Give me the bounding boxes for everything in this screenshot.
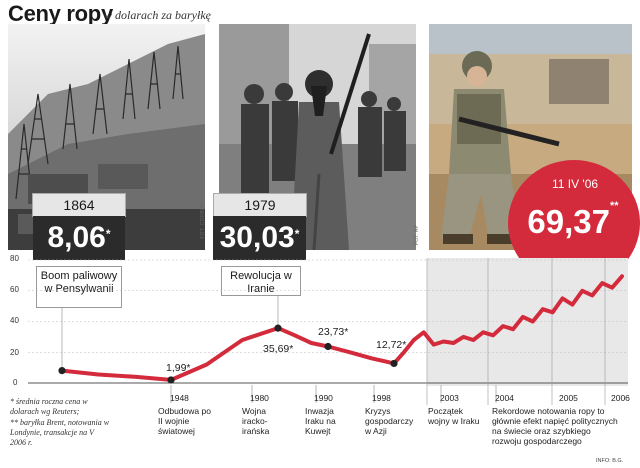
point-marker-1948 (167, 376, 175, 384)
y-tick-0: 0 (13, 378, 18, 387)
callout-1979-price: 30,03* (213, 216, 306, 260)
point-label-1990: 23,73* (318, 326, 349, 338)
event-1998: Kryzys gospodarczy w Azji (365, 406, 414, 436)
x-year-1980: 1980 (250, 393, 269, 403)
point-marker-1864 (58, 367, 66, 375)
highlight-price-value: 69,37 (527, 203, 611, 240)
callout-1864-price-mark: * (105, 227, 111, 241)
photo-credit-ap: FOT. AP (414, 225, 420, 246)
x-year-1948: 1948 (170, 393, 189, 403)
y-tick-40: 40 (10, 316, 19, 325)
x-year-1998: 1998 (372, 393, 391, 403)
footnote-reuters: * średnia roczna cena w dolarach wg Reut… (10, 397, 88, 416)
callout-1864-price: 8,06* (33, 216, 125, 260)
footnote-brent: ** baryłka Brent, notowania w Londynie, … (10, 418, 110, 447)
callout-1979-price-mark: * (294, 227, 300, 241)
highlight-price: 69,37** (508, 200, 638, 241)
x-year-2003: 2003 (440, 393, 459, 403)
highlight-date: 11 IV '06 (551, 177, 599, 191)
oil-price-chart (28, 258, 628, 405)
x-year-2006: 2006 (611, 393, 630, 403)
point-label-1980: 35,69* (263, 343, 294, 355)
page-title: Ceny ropy (8, 1, 113, 26)
event-1990: Inwazja Iraku na Kuwejt (305, 406, 336, 436)
photo-credit-corbis: FOT. CORBIS (200, 205, 206, 239)
x-year-2004: 2004 (495, 393, 514, 403)
x-year-1990: 1990 (314, 393, 333, 403)
callout-1979-price-value: 30,03 (219, 221, 295, 254)
y-tick-80: 80 (10, 254, 19, 263)
callout-1864-price-value: 8,06 (47, 221, 106, 254)
source-credit: INFO: B.G. (596, 458, 624, 464)
event-1948: Odbudowa po II wojnie światowej (158, 406, 211, 436)
point-marker-1980 (274, 324, 282, 332)
y-tick-20: 20 (10, 348, 19, 357)
callout-1864-year: 1864 (32, 193, 126, 217)
point-marker-1998 (390, 359, 398, 368)
point-label-1948: 1,99* (166, 362, 191, 374)
recent-years-panel (427, 258, 628, 386)
event-2004: Rekordowe notowania ropy to głównie efek… (492, 406, 618, 446)
price-series-line (60, 274, 624, 382)
highlight-price-mark: ** (610, 200, 619, 212)
y-tick-60: 60 (10, 285, 19, 294)
point-label-1998: 12,72* (376, 339, 407, 351)
event-1980: Wojna iracko-irańska (242, 406, 270, 436)
x-year-2005: 2005 (559, 393, 578, 403)
page-subtitle: w dolarach za baryłkę (104, 8, 211, 22)
callout-1864-label: Boom paliwowy w Pensylwanii (36, 266, 122, 308)
event-2003: Początek wojny w Iraku (428, 406, 480, 426)
point-marker-1990 (324, 342, 332, 351)
callout-1979-year: 1979 (213, 193, 307, 217)
